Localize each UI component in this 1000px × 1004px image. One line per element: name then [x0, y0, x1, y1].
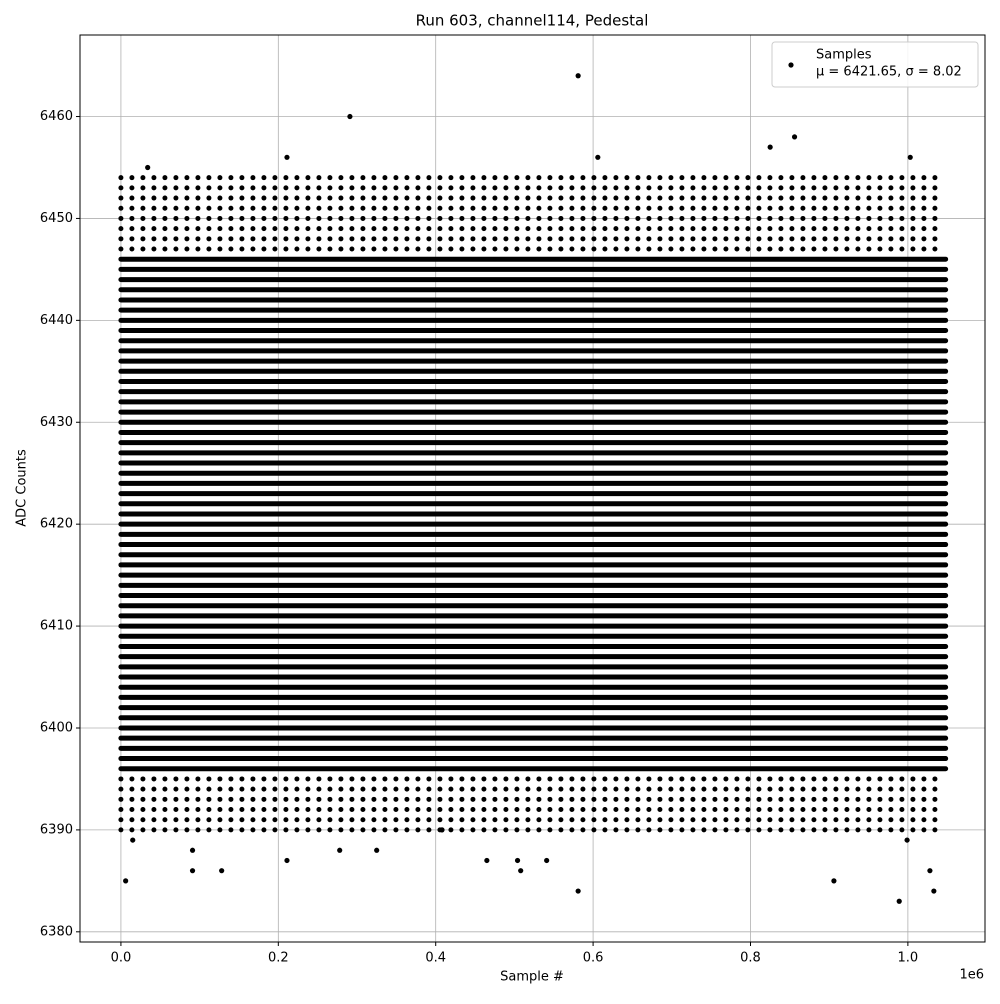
sample-point	[927, 868, 933, 874]
sample-point	[347, 113, 353, 120]
y-tick-label: 6380	[40, 924, 73, 939]
sample-point	[595, 154, 601, 160]
x-tick-label: 0.6	[583, 951, 604, 966]
sample-point	[374, 847, 380, 853]
sample-point	[284, 154, 290, 160]
sample-point	[544, 857, 550, 864]
x-axis-label: Sample #	[500, 970, 564, 985]
sample-point	[484, 857, 490, 864]
sample-point	[767, 144, 773, 150]
y-tick-label: 6410	[40, 619, 73, 634]
sample-point	[145, 164, 151, 171]
sample-point	[439, 827, 445, 833]
sample-point	[896, 898, 902, 904]
sample-point	[284, 857, 290, 864]
sample-point	[791, 134, 798, 140]
sample-point	[575, 73, 581, 79]
sample-point	[514, 857, 521, 864]
y-tick-label: 6440	[40, 313, 73, 328]
chart-title: Run 603, channel114, Pedestal	[416, 12, 649, 30]
y-tick-label: 6460	[40, 109, 73, 124]
sample-point	[518, 868, 524, 874]
sample-point	[189, 847, 196, 853]
sample-point	[575, 888, 581, 894]
y-tick-label: 6430	[40, 415, 73, 430]
x-tick-label: 0.8	[740, 951, 761, 966]
sample-point	[123, 878, 129, 884]
x-tick-label: 0.4	[425, 951, 446, 966]
sample-point	[831, 878, 837, 884]
y-tick-label: 6450	[40, 211, 73, 226]
legend-marker	[788, 62, 794, 68]
y-tick-label: 6420	[40, 517, 73, 532]
sample-point	[931, 888, 937, 894]
plot-frame	[79, 34, 986, 943]
y-tick-label: 6400	[40, 720, 73, 735]
sample-point	[907, 154, 913, 160]
legend-box	[771, 41, 979, 88]
y-tick-label: 6390	[40, 822, 73, 837]
sample-point	[219, 868, 225, 874]
sample-point	[337, 847, 343, 853]
sample-point	[130, 837, 136, 843]
x-offset-label: 1e6	[959, 968, 984, 983]
sample-point	[904, 837, 910, 843]
sample-point	[189, 868, 196, 874]
legend-label: Samples	[816, 48, 872, 63]
x-tick-label: 0.0	[111, 951, 132, 966]
x-tick-label: 0.2	[268, 951, 289, 966]
legend-stats: μ = 6421.65, σ = 8.02	[816, 65, 962, 80]
x-tick-label: 1.0	[898, 951, 919, 966]
y-axis-label: ADC Counts	[15, 449, 30, 527]
